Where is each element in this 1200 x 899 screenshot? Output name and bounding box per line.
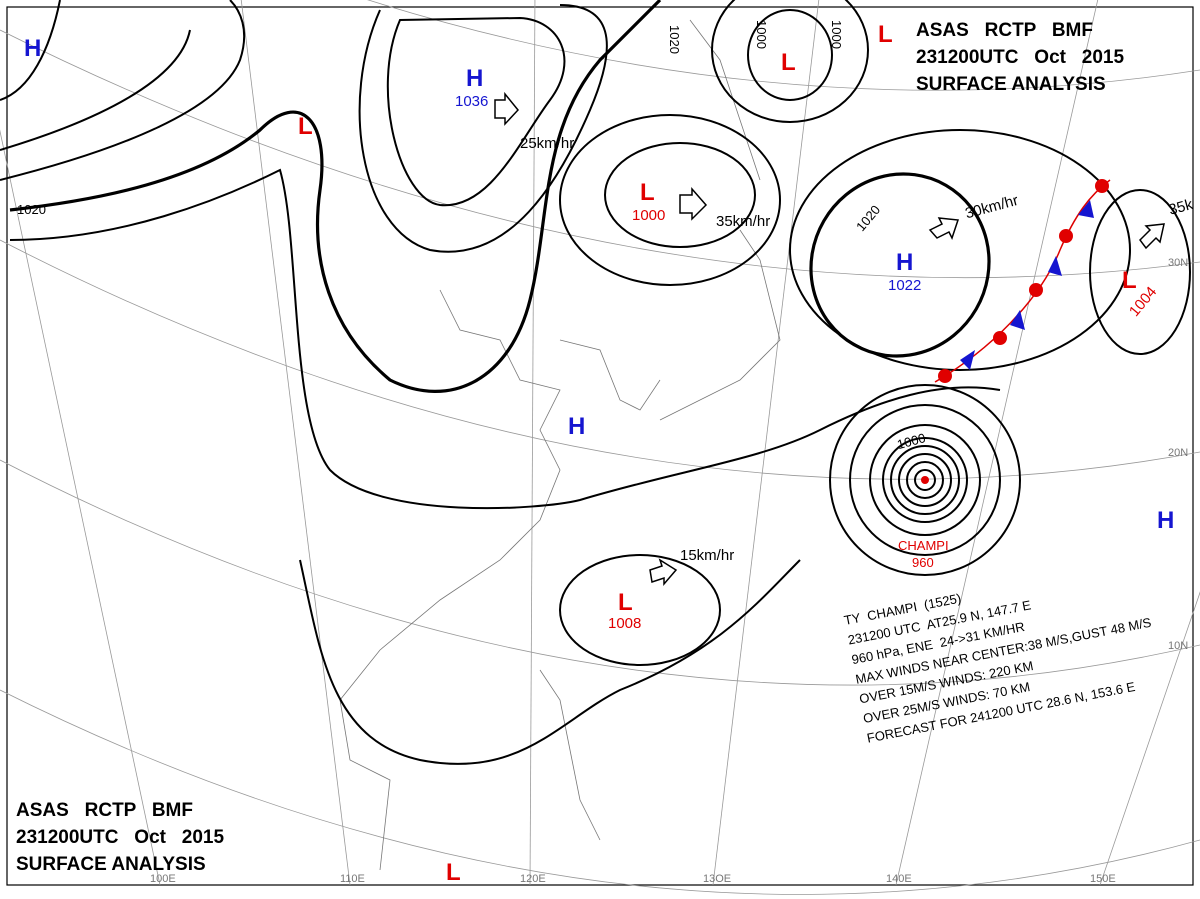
header-line: ASAS RCTP BMF <box>16 800 193 821</box>
typhoon-pressure: 960 <box>912 555 934 570</box>
center-pressure: 1008 <box>608 615 641 632</box>
motion-label: 35km/hr <box>716 213 770 230</box>
low-center: L <box>640 179 655 206</box>
isobar-label: 1000 <box>754 20 769 49</box>
header-line: ASAS RCTP BMF <box>916 20 1093 41</box>
header-line: SURFACE ANALYSIS <box>16 854 206 875</box>
low-center: L <box>1122 267 1137 294</box>
header-line: 231200UTC Oct 2015 <box>916 47 1124 68</box>
longitude-label: 110E <box>340 873 365 885</box>
map-frame <box>6 6 1194 886</box>
isobar-label: 1000 <box>829 20 844 49</box>
low-center: L <box>781 49 796 76</box>
longitude-label: 100E <box>150 873 176 885</box>
high-center: H <box>896 249 913 276</box>
front <box>934 179 1111 383</box>
longitude-label: 13OE <box>703 873 731 885</box>
motion-label: 25km/hr <box>520 135 574 152</box>
center-pressure: 1000 <box>632 207 665 224</box>
isobar-label: 1000 <box>895 430 927 452</box>
header-line: 231200UTC Oct 2015 <box>16 827 224 848</box>
typhoon-name: CHAMPI <box>898 538 949 553</box>
low-center: L <box>298 113 313 140</box>
low-center: L <box>618 589 633 616</box>
center-pressure: 1036 <box>455 93 488 110</box>
latitude-label: 10N <box>1168 640 1188 652</box>
header-line: SURFACE ANALYSIS <box>916 74 1106 95</box>
longitude-label: 140E <box>886 873 912 885</box>
motion-arrows <box>494 91 1165 587</box>
high-center: H <box>24 35 41 62</box>
low-center: L <box>878 21 893 48</box>
motion-label: 35k <box>1167 196 1195 219</box>
center-pressure: 1022 <box>888 277 921 294</box>
isobar-label: 1020 <box>667 25 682 54</box>
isobars <box>0 0 1191 765</box>
motion-label: 15km/hr <box>680 547 734 564</box>
isobar-label: 1020 <box>17 202 46 217</box>
longitude-label: 150E <box>1090 873 1116 885</box>
latitude-label: 30N <box>1168 257 1188 269</box>
longitude-label: 120E <box>520 873 546 885</box>
high-center: H <box>466 65 483 92</box>
high-center: H <box>568 413 585 440</box>
latitude-label: 20N <box>1168 447 1188 459</box>
low-center: L <box>446 859 461 886</box>
high-center: H <box>1157 507 1174 534</box>
